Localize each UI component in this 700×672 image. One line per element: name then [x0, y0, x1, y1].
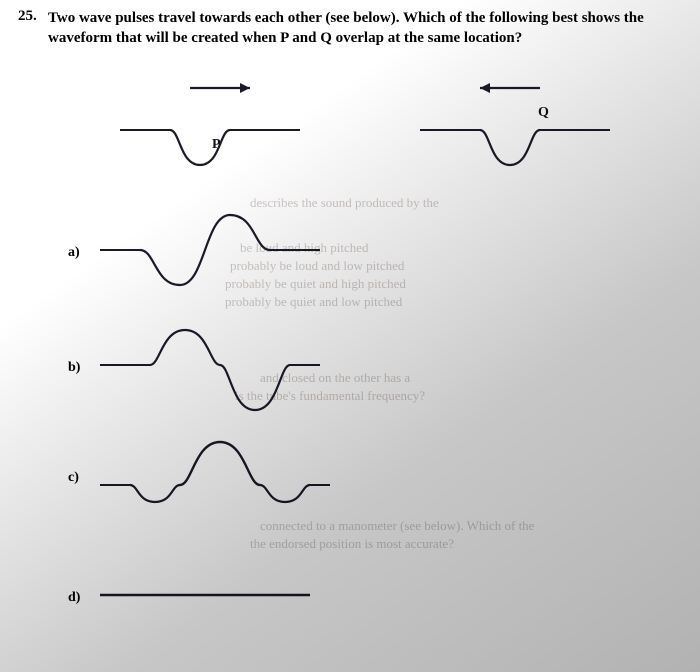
option-a-wave	[100, 200, 320, 300]
page: 25. Two wave pulses travel towards each …	[0, 0, 700, 672]
pulse-p-label: P	[212, 137, 221, 152]
option-d-label: d)	[68, 590, 80, 606]
option-d-wave	[100, 580, 310, 610]
option-c-wave	[100, 430, 330, 520]
ghost-text: the endorsed position is most accurate?	[250, 536, 454, 552]
option-c-label: c)	[68, 470, 79, 486]
pulse-diagram: P Q	[120, 70, 620, 180]
option-a-label: a)	[68, 245, 80, 261]
pulse-q-label: Q	[538, 105, 549, 120]
question-text: Two wave pulses travel towards each othe…	[48, 8, 658, 49]
option-b-wave	[100, 315, 320, 415]
question-number: 25.	[18, 8, 37, 25]
option-b-label: b)	[68, 360, 80, 376]
ghost-text: connected to a manometer (see below). Wh…	[260, 518, 534, 534]
